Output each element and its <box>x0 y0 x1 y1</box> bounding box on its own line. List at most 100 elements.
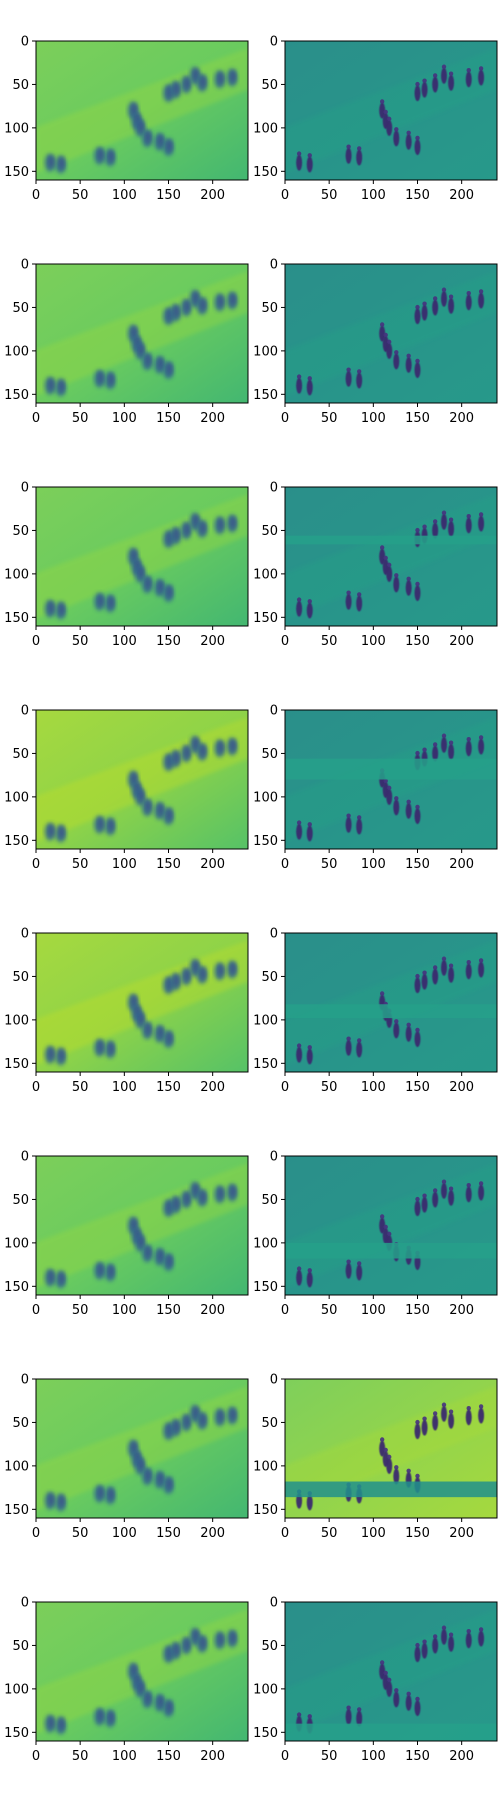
heatmap-panel-r7-c2: 0 50 100 150 200 0 50 100 150 <box>253 1373 498 1541</box>
x-tick-label: 0 <box>281 188 289 203</box>
figure-silhouette <box>393 799 400 816</box>
x-tick-label: 100 <box>112 1749 137 1764</box>
y-tick-label: 150 <box>4 165 29 180</box>
x-tick-label: 150 <box>156 634 181 649</box>
y-tick-label: 0 <box>21 1596 29 1611</box>
figure-head <box>379 322 385 327</box>
artifact-band <box>285 1723 497 1741</box>
figure-head <box>478 1627 484 1632</box>
figure-silhouette <box>393 1022 400 1039</box>
figure-core <box>138 789 145 802</box>
figure-head <box>441 510 447 515</box>
figure-core <box>48 1270 55 1283</box>
figure-silhouette <box>448 74 455 91</box>
figure-silhouette <box>345 816 352 833</box>
figure-silhouette <box>386 1457 393 1474</box>
figure-head <box>346 1705 351 1710</box>
x-tick-label: 100 <box>112 1080 137 1095</box>
figure-core <box>145 354 152 367</box>
figure-head <box>394 127 399 132</box>
figure-head <box>432 296 438 301</box>
figure-silhouette <box>441 1405 447 1422</box>
figure-head <box>432 742 438 747</box>
figure-silhouette <box>386 342 393 359</box>
figure-core <box>157 1026 164 1039</box>
figure-head <box>383 1670 388 1676</box>
x-tick-label: 100 <box>361 634 386 649</box>
x-tick-label: 0 <box>281 1526 289 1541</box>
figure-silhouette <box>432 745 439 762</box>
y-tick-label: 0 <box>21 1373 29 1388</box>
figure-core <box>230 293 237 306</box>
figure-silhouette <box>465 517 472 534</box>
figure-head <box>379 1660 385 1665</box>
figure-head <box>379 991 385 996</box>
y-tick-label: 50 <box>261 78 278 93</box>
figure-silhouette <box>356 595 363 612</box>
figure-core <box>184 746 191 759</box>
x-tick-label: 200 <box>449 1080 474 1095</box>
figure-core <box>184 1415 191 1428</box>
x-tick-label: 0 <box>32 188 40 203</box>
x-tick-label: 150 <box>405 634 430 649</box>
figure-core <box>108 1488 115 1501</box>
figure-core <box>200 298 207 311</box>
figure-silhouette <box>393 353 400 370</box>
x-tick-label: 200 <box>200 1080 225 1095</box>
y-tick-label: 150 <box>253 1503 278 1518</box>
figure-head <box>432 965 438 970</box>
figure-head <box>415 1027 420 1033</box>
x-tick-label: 100 <box>361 1080 386 1095</box>
x-tick-label: 100 <box>112 411 137 426</box>
axes-frame <box>284 486 498 627</box>
figure-core <box>138 1235 145 1248</box>
figure-head <box>346 1259 351 1264</box>
figure-silhouette <box>441 513 447 530</box>
figure-head <box>478 735 484 740</box>
figure-head <box>448 517 454 522</box>
x-tick-label: 100 <box>361 1749 386 1764</box>
figure-silhouette <box>465 1409 472 1426</box>
figure-silhouette <box>405 1025 412 1042</box>
x-tick-label: 100 <box>112 1303 137 1318</box>
axes-frame <box>284 263 498 404</box>
y-tick-label: 100 <box>253 1459 278 1474</box>
figure-head <box>296 1266 302 1271</box>
figure-head <box>441 64 447 69</box>
x-tick-label: 150 <box>405 857 430 872</box>
figure-head <box>379 1437 385 1442</box>
x-tick-label: 150 <box>405 411 430 426</box>
artifact-band <box>285 535 497 545</box>
figure-core <box>58 826 65 839</box>
y-tick-label: 0 <box>270 35 278 50</box>
y-tick-label: 0 <box>21 1150 29 1165</box>
x-tick-label: 50 <box>321 634 338 649</box>
x-tick-label: 50 <box>72 634 89 649</box>
figure-core <box>217 741 224 754</box>
heatmap-image <box>36 41 248 180</box>
figure-silhouette <box>478 1407 485 1424</box>
figure-core <box>108 150 115 163</box>
figure-head <box>478 289 484 294</box>
figure-silhouette <box>356 149 363 166</box>
figure-silhouette <box>421 304 428 321</box>
figure-silhouette <box>405 356 412 373</box>
figure-silhouette <box>448 1189 455 1206</box>
figure-silhouette <box>306 1271 313 1288</box>
figure-silhouette <box>405 133 412 150</box>
y-tick-label: 0 <box>270 1150 278 1165</box>
figure-silhouette <box>421 81 428 98</box>
x-tick-label: 0 <box>32 411 40 426</box>
x-tick-label: 50 <box>321 1303 338 1318</box>
figure-silhouette <box>414 1646 421 1663</box>
figure-head <box>478 958 484 963</box>
figure-head <box>383 778 388 784</box>
figure-silhouette <box>306 1048 313 1065</box>
figure-core <box>108 596 115 609</box>
x-tick-label: 50 <box>72 411 89 426</box>
figure-head <box>394 1465 399 1470</box>
figure-head <box>394 1019 399 1024</box>
figure-head <box>387 339 392 345</box>
figure-core <box>58 157 65 170</box>
figure-head <box>415 358 420 364</box>
